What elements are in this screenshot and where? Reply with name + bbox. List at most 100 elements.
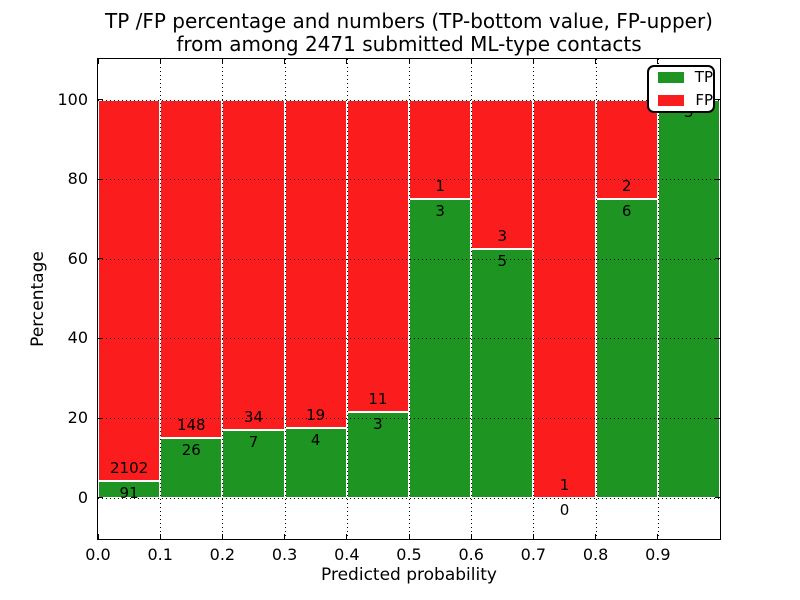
bar-fp-segment xyxy=(222,99,285,430)
vertical-gridline xyxy=(533,59,535,539)
chart-title-line1: TP /FP percentage and numbers (TP-bottom… xyxy=(105,9,713,33)
plot-area: 210291148263471941131335102605 xyxy=(97,58,721,540)
fp-count-label: 148 xyxy=(176,416,206,435)
bar-fp-segment xyxy=(533,99,596,498)
bar-fp-segment xyxy=(160,99,223,439)
vertical-gridline xyxy=(595,59,597,539)
x-tick-bottom xyxy=(97,534,99,539)
x-tick-bottom xyxy=(159,534,161,539)
bar-tp-segment xyxy=(409,199,472,498)
legend: TP FP xyxy=(647,65,715,113)
vertical-gridline xyxy=(409,59,410,539)
y-tick-left xyxy=(98,258,103,260)
fp-count-label: 19 xyxy=(306,406,326,425)
x-tick-top xyxy=(221,59,223,64)
x-tick-bottom xyxy=(657,534,659,539)
x-tick-top xyxy=(284,59,286,64)
fp-count-label: 11 xyxy=(368,390,388,409)
x-tick-bottom xyxy=(532,534,534,539)
x-tick-label: 0.6 xyxy=(458,545,484,564)
bar-tp-segment xyxy=(471,248,534,498)
bar-fp-segment xyxy=(595,99,658,200)
y-tick-label: 40 xyxy=(67,328,88,348)
fp-count-label: 1 xyxy=(559,475,570,494)
y-tick-right xyxy=(715,417,720,419)
vertical-gridline xyxy=(471,59,473,539)
legend-swatch-tp xyxy=(658,72,684,83)
tp-count-label: 4 xyxy=(310,431,321,450)
tp-count-label: 0 xyxy=(559,500,570,519)
legend-label-tp: TP xyxy=(694,68,713,86)
fp-count-label: 2102 xyxy=(110,459,149,478)
bar-fp-segment xyxy=(346,99,409,413)
x-tick-label: 0.7 xyxy=(520,545,547,564)
y-tick-label: 60 xyxy=(67,248,88,268)
y-tick-label: 80 xyxy=(67,169,88,189)
bar-tp-segment xyxy=(595,199,658,498)
x-tick-bottom xyxy=(595,534,597,539)
x-tick-label: 0.0 xyxy=(85,545,111,564)
vertical-gridline xyxy=(284,59,286,539)
vertical-gridline xyxy=(657,59,659,539)
x-tick-label: 0.8 xyxy=(582,545,609,564)
bar-tp-segment xyxy=(222,429,285,498)
tp-count-label: 91 xyxy=(119,484,139,503)
y-tick-left xyxy=(98,497,103,499)
x-tick-label: 0.3 xyxy=(271,545,298,564)
x-tick-top xyxy=(159,59,161,64)
y-tick-left xyxy=(98,417,103,419)
x-tick-label: 0.9 xyxy=(645,545,671,564)
y-tick-right xyxy=(715,497,720,499)
x-tick-top xyxy=(595,59,597,64)
vertical-gridline xyxy=(346,59,348,539)
bar-fp-segment xyxy=(98,99,161,482)
tp-count-label: 3 xyxy=(373,415,383,434)
bar-tp-segment xyxy=(657,99,720,498)
y-tick-right xyxy=(715,178,720,180)
y-tick-left xyxy=(98,178,103,180)
fp-count-label: 2 xyxy=(621,177,632,196)
x-tick-label: 0.2 xyxy=(209,545,236,564)
vertical-gridline xyxy=(160,59,162,539)
chart-title-line2: from among 2471 submitted ML-type contac… xyxy=(176,32,642,56)
y-tick-right xyxy=(715,99,720,101)
fp-count-label: 3 xyxy=(497,226,508,245)
x-tick-top xyxy=(346,59,348,64)
x-tick-label: 0.4 xyxy=(334,545,360,564)
tp-count-label: 5 xyxy=(497,251,508,270)
y-tick-left xyxy=(98,99,103,101)
tp-count-label: 7 xyxy=(248,432,259,451)
x-tick-top xyxy=(657,59,659,64)
x-tick-label: 0.1 xyxy=(147,545,173,564)
x-axis-label: Predicted probability xyxy=(321,565,497,585)
tp-count-label: 6 xyxy=(621,202,632,221)
chart-title: TP /FP percentage and numbers (TP-bottom… xyxy=(97,10,721,56)
x-tick-top xyxy=(532,59,534,64)
y-tick-label: 0 xyxy=(77,487,88,507)
bar-tp-segment xyxy=(284,428,347,498)
x-tick-label: 0.5 xyxy=(396,545,422,564)
legend-item-tp: TP xyxy=(658,70,713,85)
y-tick-label: 100 xyxy=(57,89,88,109)
y-tick-right xyxy=(715,258,720,260)
vertical-gridline xyxy=(222,59,224,539)
fp-count-label: 1 xyxy=(435,177,445,196)
bar-fp-segment xyxy=(284,99,347,429)
bar-tp-segment xyxy=(160,438,223,498)
y-tick-label: 20 xyxy=(67,408,88,427)
fp-count-label: 34 xyxy=(243,407,264,426)
x-tick-top xyxy=(470,59,472,64)
x-tick-bottom xyxy=(221,534,223,539)
legend-swatch-fp xyxy=(658,95,685,106)
x-tick-top xyxy=(97,59,99,64)
tp-count-label: 3 xyxy=(435,202,445,221)
legend-label-fp: FP xyxy=(695,91,713,109)
tp-count-label: 26 xyxy=(181,441,201,460)
x-tick-bottom xyxy=(284,534,286,539)
x-tick-bottom xyxy=(408,534,410,539)
x-tick-bottom xyxy=(470,534,472,539)
y-tick-right xyxy=(715,337,720,339)
x-tick-top xyxy=(719,59,721,64)
x-tick-bottom xyxy=(719,534,721,539)
